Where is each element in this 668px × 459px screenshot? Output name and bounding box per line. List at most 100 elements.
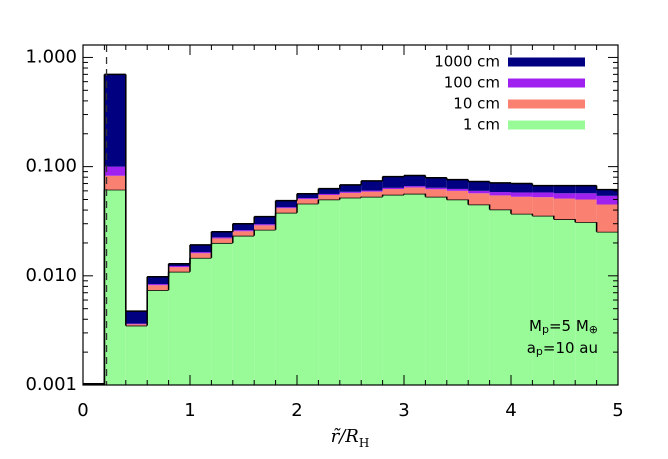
bar-segment [190,244,212,253]
bar-segment [339,184,362,192]
bar-segment [489,182,511,193]
bar-segment [275,207,297,209]
annotation-part: =5 M [549,317,589,335]
bar-segment [489,195,511,210]
bar-segment [232,230,255,232]
bar-segment [425,187,447,190]
bar-segment [361,191,383,197]
legend-label: 100 cm [444,74,500,92]
bar-segment [575,199,597,223]
bar-segment [511,192,533,197]
bar-segment [275,212,297,385]
y-tick-label: 1.000 [25,46,77,67]
bar-segment [575,222,597,385]
annotation-part: p [542,323,549,336]
x-axis-label-part: H [359,436,369,450]
bar-segment [404,193,426,385]
bar-segment [361,180,383,191]
bar-segment [232,235,255,385]
bar-segment [446,199,469,385]
bar-segment [404,175,426,187]
bar-segment [125,323,148,325]
bar-segment [297,203,319,385]
bar-segment [254,224,276,226]
bar-segment [468,190,490,194]
bar-segment [425,196,447,385]
bar-segment [275,208,297,213]
bar-segment [104,175,126,190]
bar-segment [532,185,554,193]
bar-segment [190,252,212,254]
legend-label: 1000 cm [434,53,500,71]
bar-segment [318,193,340,195]
bar-segment [190,253,212,258]
annotation-part: =10 au [543,339,598,357]
bar-segment [297,198,319,200]
x-tick-label: 4 [505,400,516,421]
bar-segment [147,276,169,285]
x-axis-label: r̃/RH [331,426,370,450]
bar-segment [553,198,576,220]
bar-segment [382,176,404,188]
bar-segment [404,186,426,188]
bar-segment [125,324,148,326]
legend-label: 10 cm [453,95,500,113]
bar-segment [596,204,618,232]
bar-segment [339,191,362,193]
legend-label: 1 cm [463,116,500,134]
bar-segment [511,196,533,214]
x-tick-label: 0 [77,400,88,421]
plot-frame [82,44,619,386]
bar-segment [104,166,126,176]
bar-segment [468,181,490,191]
bar-segment [339,197,362,385]
y-tick-label: 0.001 [25,374,77,395]
bar-segment [168,271,190,385]
bar-segment [446,190,469,200]
x-axis-label-part: r̃/R [331,426,359,447]
x-tick-label: 3 [398,400,409,421]
bar-segment [104,189,126,385]
bar-segment [211,238,233,243]
bar-segment [425,189,447,197]
bar-segment [596,231,618,385]
bar-segment [147,285,169,291]
bar-segment [297,193,319,199]
bar-segment [382,187,404,190]
x-tick-label: 5 [612,400,623,421]
bar-segment [468,204,490,385]
bar-segment [575,193,597,200]
annotation: ap=10 au [527,339,598,359]
bar-segment [318,199,340,385]
bar-segment [211,237,233,239]
bar-segment [446,179,469,189]
bar-segment [168,263,190,266]
bar-segment [254,229,276,385]
bar-segment [468,193,490,205]
bar-segment [361,190,383,192]
bar-segment [489,209,511,385]
bar-segment [446,188,469,191]
bar-segment [318,188,340,194]
bar-segment [553,193,576,199]
x-tick-label: 2 [291,400,302,421]
bar-segment [232,223,255,231]
bar-segment [275,200,297,208]
bar-segment [211,231,233,238]
bar-segment [489,192,511,196]
bar-segment [596,189,618,196]
bar-segment [211,242,233,385]
bar-segment [104,74,126,167]
annotation-part: ⊕ [589,323,598,336]
bar-segment [532,192,554,198]
bar-segment [382,189,404,195]
bar-segment [339,192,362,198]
bar-segment [596,195,618,205]
bar-segment [318,194,340,200]
bar-segment [168,265,190,268]
annotation-part: a [527,339,536,357]
bar-segment [382,194,404,385]
x-tick-label: 1 [184,400,195,421]
annotation-part: p [536,345,543,358]
